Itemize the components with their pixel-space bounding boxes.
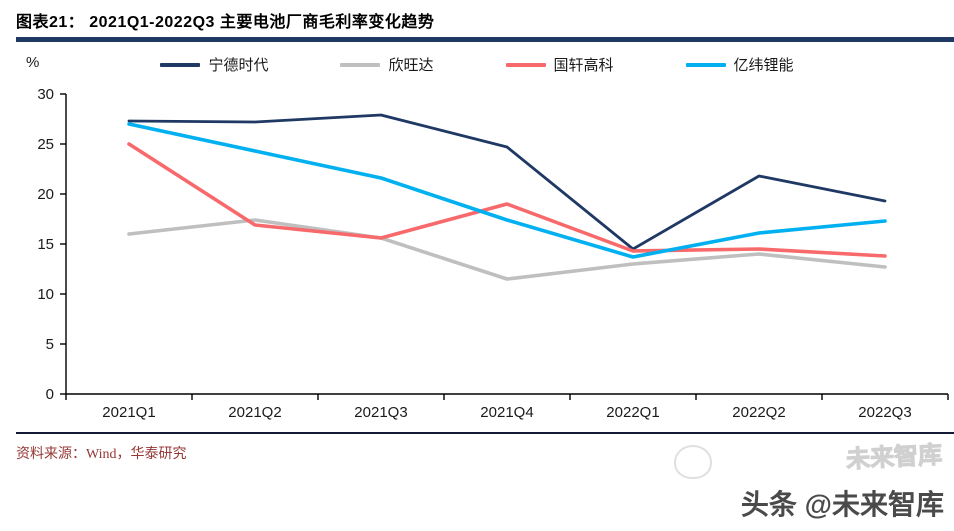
legend-line-swatch (685, 62, 726, 67)
x-axis-category-label: 2021Q4 (480, 404, 533, 421)
series-line-4 (127, 122, 887, 259)
x-axis-category-label: 2022Q2 (732, 404, 785, 421)
legend-label: 欣旺达 (388, 57, 434, 74)
footer-divider-rule (16, 432, 954, 434)
y-axis-tick-label: 30 (37, 86, 54, 103)
legend-item: 宁德时代 (160, 54, 268, 75)
x-axis-category-label: 2022Q3 (858, 404, 911, 421)
y-axis-tick-label: 10 (37, 286, 54, 303)
legend-label: 亿纬锂能 (733, 57, 794, 74)
legend-line-swatch (340, 62, 381, 67)
x-axis-category-label: 2021Q3 (354, 404, 407, 421)
series-line-2 (127, 218, 887, 281)
legend-item: 亿纬锂能 (685, 54, 794, 75)
watermark-text: 头条 @未来智库 (740, 489, 944, 520)
chart-legend: 宁德时代 欣旺达 国轩高科 亿纬锂能 (0, 54, 954, 75)
legend-label: 国轩高科 (553, 57, 614, 74)
legend-item: 国轩高科 (505, 54, 614, 75)
y-axis-tick-label: 5 (46, 336, 54, 353)
series-line-1 (127, 113, 887, 251)
x-axis-category-label: 2021Q1 (102, 404, 155, 421)
watermark-ghost-text: 未来智库 (845, 441, 943, 474)
title-underline-rule (16, 37, 954, 42)
x-axis-category-label: 2022Q1 (606, 404, 659, 421)
source-attribution: 资料来源：Wind，华泰研究 (16, 447, 187, 462)
legend-line-swatch (505, 62, 546, 67)
legend-item: 欣旺达 (340, 54, 434, 75)
series-line-3 (127, 142, 887, 258)
y-axis-tick-label: 20 (37, 186, 54, 203)
y-axis-tick-label: 25 (37, 136, 54, 153)
chart-title: 图表21： 2021Q1-2022Q3 主要电池厂商毛利率变化趋势 (16, 14, 435, 31)
x-axis-category-label: 2021Q2 (228, 404, 281, 421)
y-axis-tick-label: 15 (37, 236, 54, 253)
watermark: 未来智库 头条 @未来智库 (624, 441, 944, 527)
y-axis-unit-label: % (26, 54, 40, 71)
legend-line-swatch (160, 62, 201, 67)
legend-label: 宁德时代 (208, 57, 269, 74)
y-axis-tick-label: 0 (46, 386, 54, 403)
watermark-doodle-icon (674, 445, 712, 479)
